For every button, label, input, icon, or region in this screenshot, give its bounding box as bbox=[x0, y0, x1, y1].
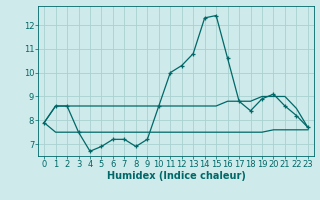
X-axis label: Humidex (Indice chaleur): Humidex (Indice chaleur) bbox=[107, 171, 245, 181]
